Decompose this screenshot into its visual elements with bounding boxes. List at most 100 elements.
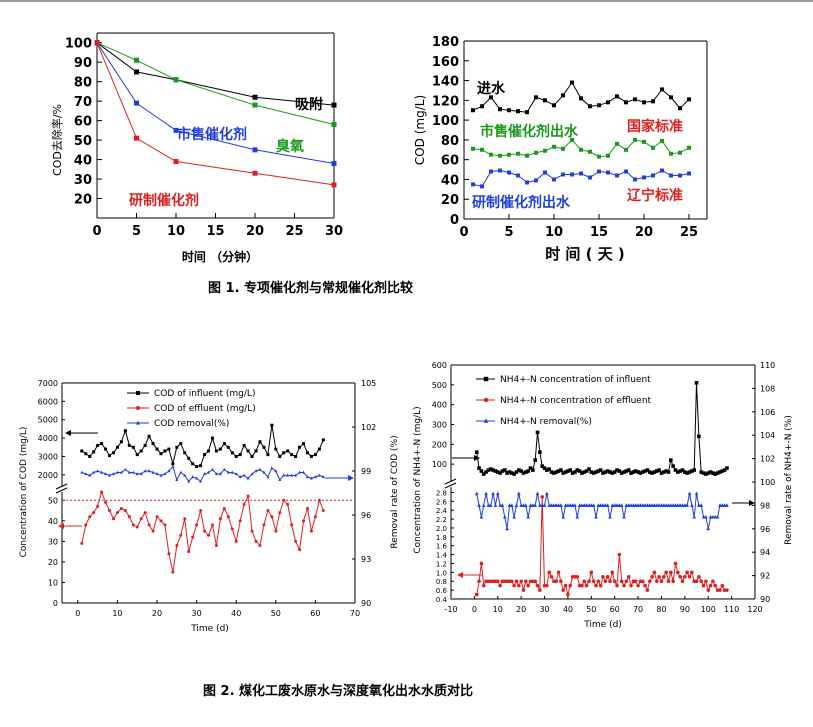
data-point xyxy=(191,462,195,466)
data-point xyxy=(559,503,563,507)
data-point xyxy=(258,467,262,471)
data-point xyxy=(554,470,559,474)
data-point xyxy=(525,180,529,185)
data-point xyxy=(313,515,317,519)
data-point xyxy=(687,491,692,496)
data-point xyxy=(210,436,214,440)
data-point xyxy=(540,495,544,499)
data-point xyxy=(155,472,159,476)
data-point xyxy=(173,77,179,83)
data-point xyxy=(612,579,617,584)
y-tick-label: 400 xyxy=(432,401,447,410)
data-point xyxy=(214,472,218,476)
figure-1-caption: 图 1. 专项催化剂与常规催化剂比较 xyxy=(208,281,414,296)
data-point xyxy=(669,458,673,462)
data-point xyxy=(645,468,650,472)
data-point xyxy=(685,471,689,475)
data-point xyxy=(563,470,568,474)
x-tick-label: 10 xyxy=(493,605,503,614)
data-point xyxy=(488,467,493,471)
y-tick-label: 0 xyxy=(53,599,58,608)
axis-break-mark xyxy=(444,478,457,485)
data-point xyxy=(115,511,119,515)
data-point xyxy=(286,449,290,453)
data-point xyxy=(722,503,727,507)
legend-label: COD removal(%) xyxy=(154,419,229,429)
data-point xyxy=(713,472,718,476)
data-point xyxy=(115,470,119,474)
data-point xyxy=(610,471,615,475)
data-point xyxy=(566,469,570,473)
data-point xyxy=(313,475,317,479)
data-point xyxy=(638,503,643,507)
data-point xyxy=(254,449,258,453)
x-tick-label: 40 xyxy=(231,609,241,618)
data-point xyxy=(601,503,605,507)
y-tick-label: 2.0 xyxy=(436,525,447,533)
data-point xyxy=(561,514,566,519)
data-point xyxy=(704,472,708,476)
data-point xyxy=(250,472,254,476)
data-point xyxy=(305,506,309,510)
data-point xyxy=(657,503,661,507)
data-point xyxy=(598,583,603,588)
series-line-1 xyxy=(476,496,727,597)
axis-break-mark xyxy=(55,487,68,494)
y-right-tick-label: 90 xyxy=(361,599,371,608)
data-point xyxy=(317,473,321,477)
data-point xyxy=(507,470,512,474)
data-point xyxy=(199,464,203,468)
y-tick-label: 40 xyxy=(441,173,459,188)
data-point xyxy=(631,470,636,474)
x-tick-label: 110 xyxy=(724,605,739,614)
data-point xyxy=(218,447,222,451)
data-point xyxy=(147,434,151,438)
data-point xyxy=(561,146,565,151)
data-point xyxy=(722,468,727,472)
data-point xyxy=(587,503,591,507)
data-point xyxy=(147,469,151,473)
y-right-tick-label: 106 xyxy=(760,408,775,417)
data-point xyxy=(309,529,313,533)
data-point xyxy=(687,97,691,102)
data-point xyxy=(507,170,511,175)
data-point xyxy=(92,450,96,454)
data-point xyxy=(84,452,88,456)
data-point xyxy=(481,472,486,476)
data-point xyxy=(238,453,242,457)
data-point xyxy=(570,137,574,142)
data-point xyxy=(514,470,519,474)
axis-break-mark xyxy=(55,483,68,490)
label-developed-catalyst: 研制催化剂 xyxy=(129,192,199,209)
data-point xyxy=(561,588,566,592)
y-tick-label: 200 xyxy=(432,440,447,449)
data-point xyxy=(477,466,481,470)
data-point xyxy=(331,122,337,128)
data-point xyxy=(510,503,514,507)
data-point xyxy=(270,515,274,519)
data-point xyxy=(222,506,226,510)
data-point xyxy=(540,503,544,507)
data-point xyxy=(187,456,191,460)
data-point xyxy=(484,470,488,474)
data-point xyxy=(584,583,589,588)
data-point xyxy=(601,471,605,475)
data-point xyxy=(615,173,619,178)
data-point xyxy=(647,579,652,584)
data-point xyxy=(615,94,619,99)
x-tick-label: 10 xyxy=(112,609,122,618)
data-point xyxy=(226,470,230,474)
data-point xyxy=(626,468,631,472)
data-point xyxy=(552,144,556,149)
data-point xyxy=(512,583,516,588)
data-point xyxy=(718,470,722,474)
data-point xyxy=(584,503,589,507)
data-point xyxy=(647,503,652,507)
data-point xyxy=(673,503,678,507)
data-point xyxy=(159,473,163,477)
data-point xyxy=(155,447,159,451)
data-point xyxy=(594,514,598,519)
data-point xyxy=(151,442,155,446)
data-point xyxy=(254,469,258,473)
data-point xyxy=(226,515,230,519)
